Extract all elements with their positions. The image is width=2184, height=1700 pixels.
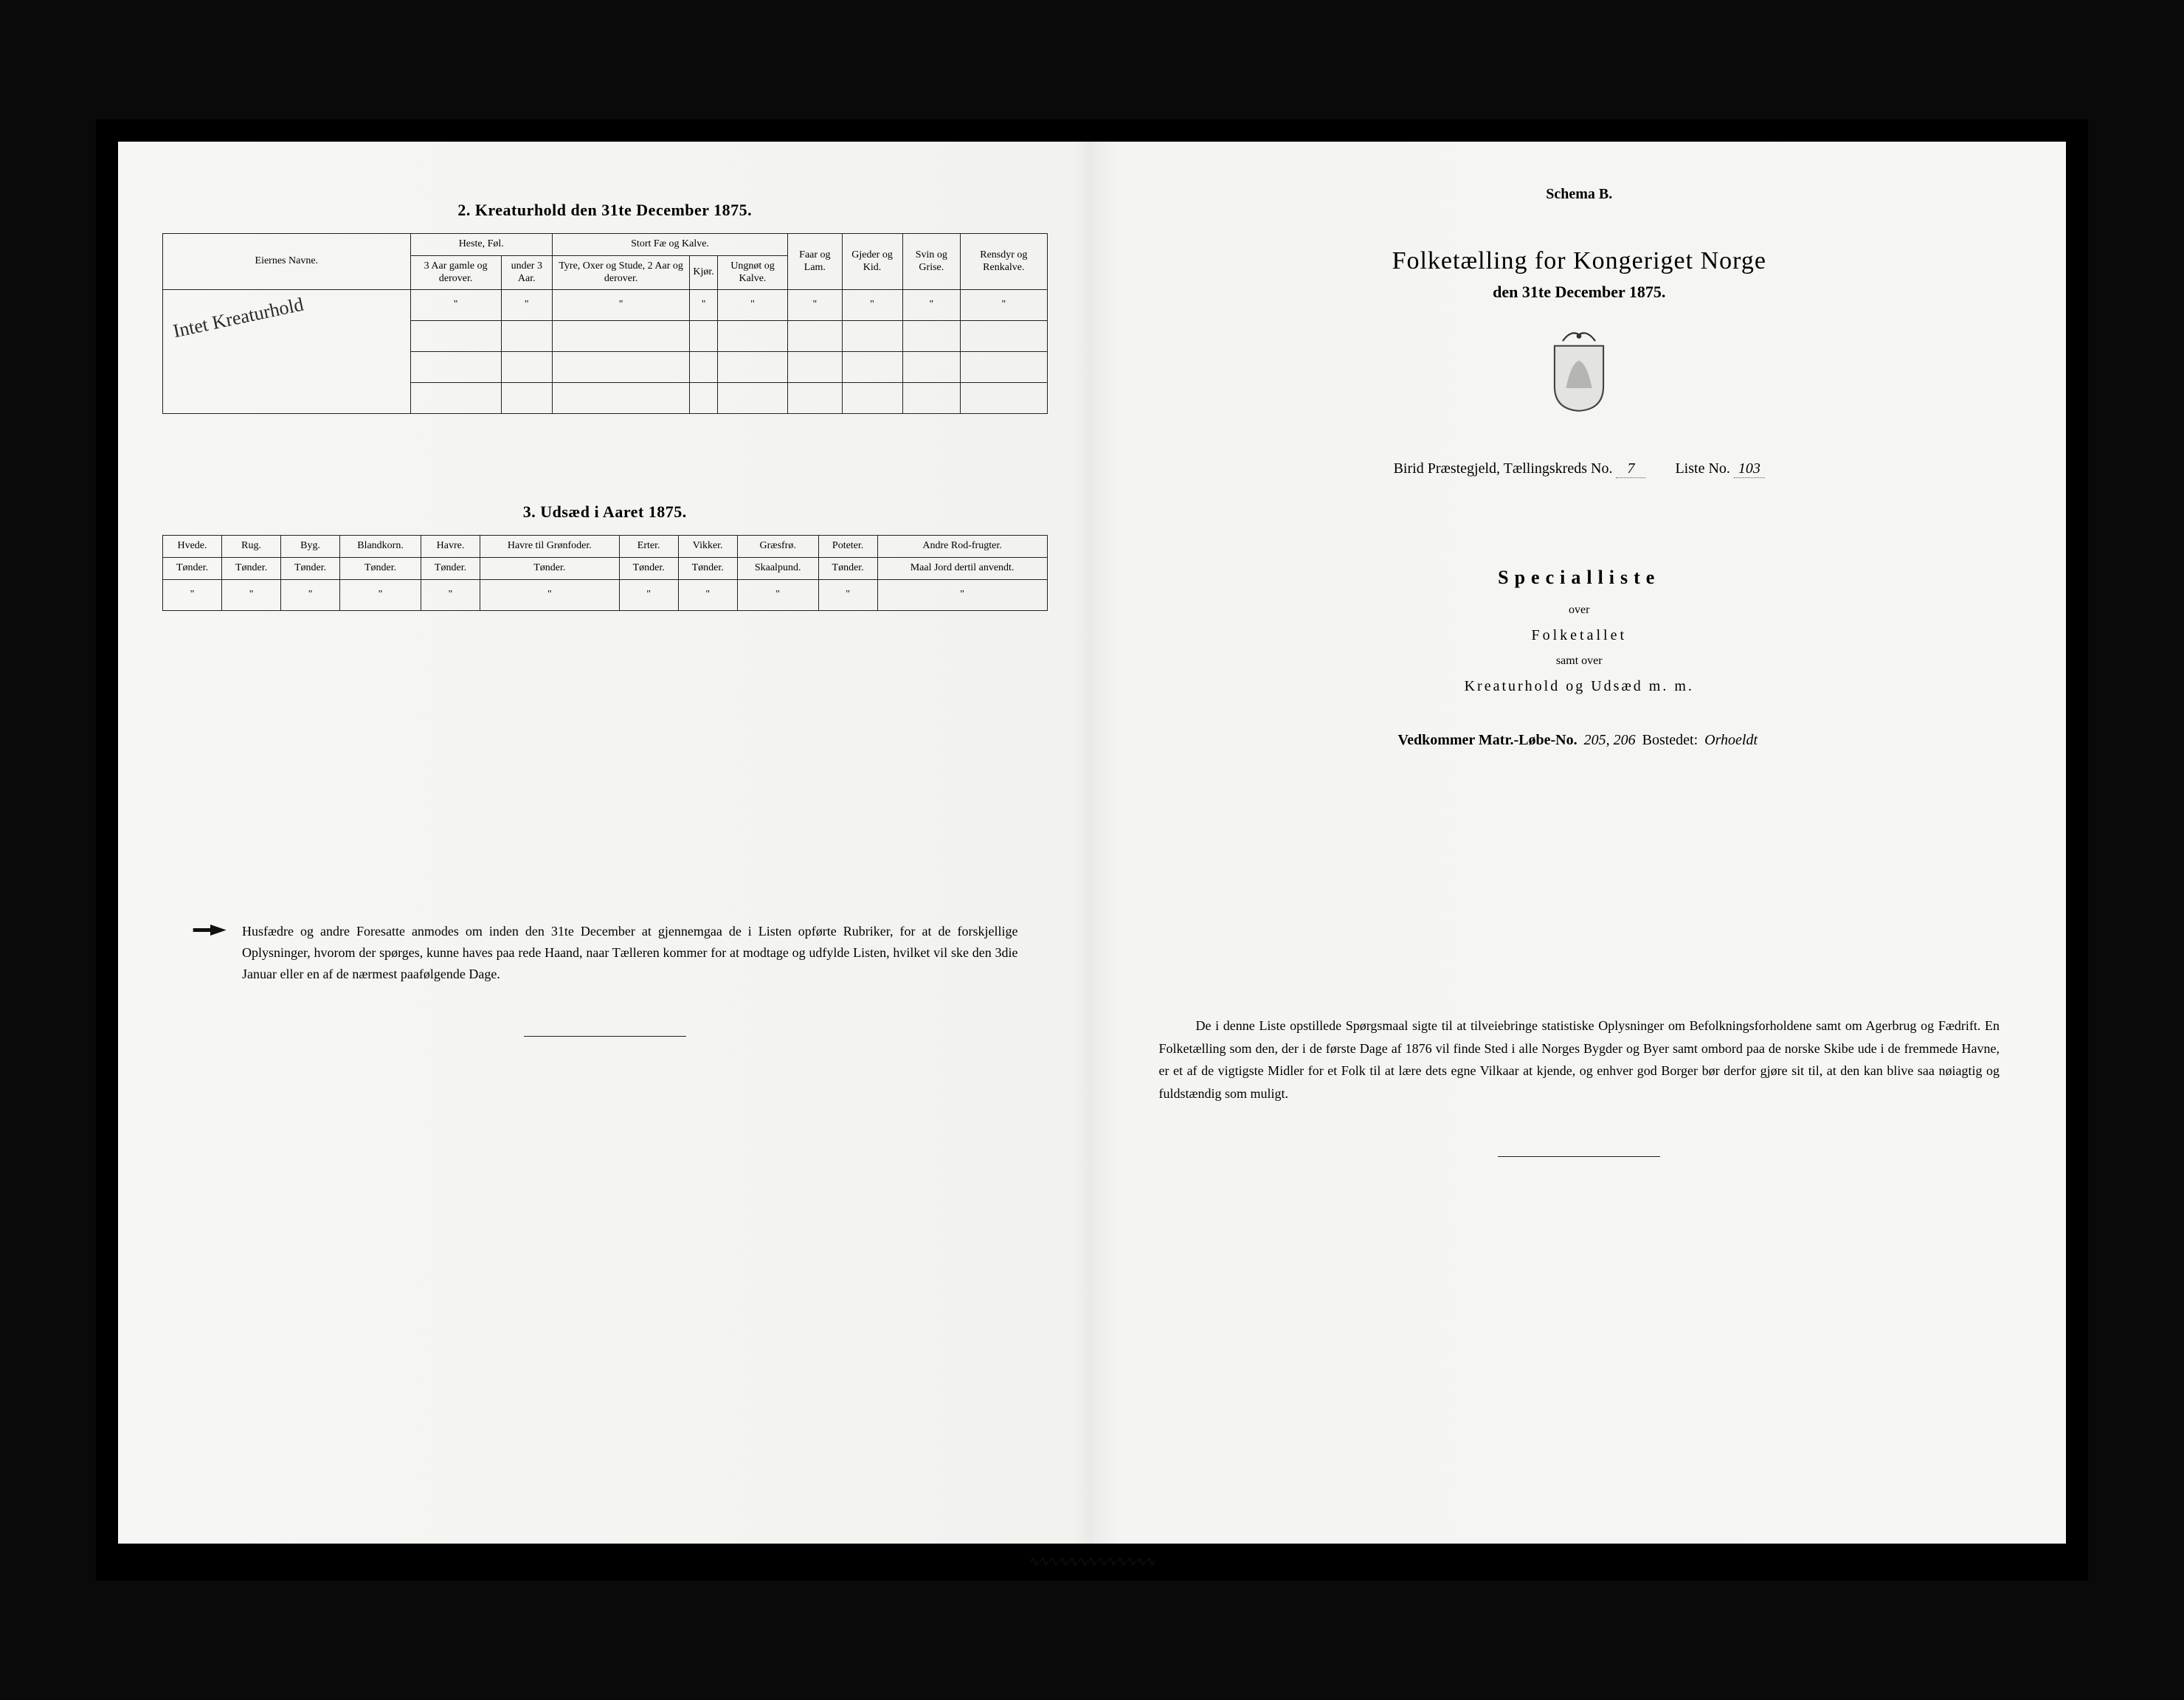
h-havre: Havre. [421,536,480,558]
divider [1498,1156,1660,1157]
section-2-title: 2. Kreaturhold den 31te December 1875. [162,201,1048,220]
h-rod: Andre Rod-frugter. [877,536,1047,558]
meta-line: Birid Præstegjeld, Tællingskreds No. 7 L… [1137,460,2022,478]
binding-mark: ∿∿∿∿∿∿∿∿∿∿∿∿∿ [1029,1554,1155,1569]
sub-heste2: under 3 Aar. [501,255,552,290]
col-faar: Faar og Lam. [788,234,842,290]
over-label: over [1137,604,2022,617]
left-page: 2. Kreaturhold den 31te December 1875. E… [118,142,1093,1544]
vedkommer-line: Vedkommer Matr.-Løbe-No. 205, 206 Bosted… [1137,732,2022,749]
right-footnote-text: De i denne Liste opstillede Spørgsmaal s… [1159,1018,2000,1101]
h-vikker: Vikker. [678,536,737,558]
right-page: Schema B. Folketælling for Kongeriget No… [1093,142,2067,1544]
col-heste: Heste, Føl. [410,234,552,256]
table-row: Intet Kreaturhold """"""""" [163,290,1048,321]
h-rug: Rug. [222,536,281,558]
h-byg: Byg. [281,536,340,558]
col-ren: Rensdyr og Renkalve. [961,234,1047,290]
sub-heste1: 3 Aar gamle og derover. [410,255,501,290]
col-gjeder: Gjeder og Kid. [842,234,902,290]
divider [524,1036,686,1037]
bostedet-value: Orhoeldt [1701,732,1760,748]
specialliste-title: Specialliste [1137,567,2022,589]
liste-number: 103 [1734,460,1765,478]
vedkommer-pre: Vedkommer Matr.-Løbe-No. [1397,732,1577,748]
table-udsaed: Hvede. Rug. Byg. Blandkorn. Havre. Havre… [162,535,1048,611]
footnote-text: Husfædre og andre Foresatte anmodes om i… [242,921,1018,984]
folketallet-label: Folketallet [1137,627,2022,644]
sub-fe3: Ungnøt og Kalve. [717,255,787,290]
table-row: """"""""""" [163,579,1048,610]
sub-fe2: Kjør. [690,255,717,290]
section-3-title: 3. Udsæd i Aaret 1875. [162,502,1048,522]
left-footnote: Husfædre og andre Foresatte anmodes om i… [162,921,1048,984]
h-blandkorn: Blandkorn. [340,536,421,558]
main-title: Folketælling for Kongeriget Norge [1137,247,2022,275]
coat-of-arms-icon [1137,331,2022,416]
sub-title: den 31te December 1875. [1137,283,2022,302]
schema-label: Schema B. [1137,186,2022,203]
col-svin: Svin og Grise. [902,234,961,290]
liste-label: Liste No. [1675,460,1729,477]
kreatur-label: Kreaturhold og Udsæd m. m. [1137,678,2022,695]
h-erter: Erter. [619,536,678,558]
h-hvede: Hvede. [163,536,222,558]
meta-prefix: Birid Præstegjeld, Tællingskreds No. [1394,460,1613,477]
document-spread: 2. Kreaturhold den 31te December 1875. E… [118,142,2066,1544]
scan-frame: 2. Kreaturhold den 31te December 1875. E… [96,120,2088,1580]
handwritten-entry: Intet Kreaturhold [170,286,307,350]
h-havre-gron: Havre til Grønfoder. [480,536,620,558]
samt-label: samt over [1137,654,2022,668]
sub-fe1: Tyre, Oxer og Stude, 2 Aar og derover. [552,255,689,290]
pointing-hand-icon [192,921,229,984]
h-poteter: Poteter. [818,536,877,558]
col-eier: Eiernes Navne. [163,234,411,290]
h-graesfro: Græsfrø. [737,536,818,558]
col-storfe: Stort Fæ og Kalve. [552,234,787,256]
matr-no: 205, 206 [1581,732,1639,748]
kreds-number: 7 [1616,460,1645,478]
bostedet-label: Bostedet: [1642,732,1699,748]
right-footnote: De i denne Liste opstillede Spørgsmaal s… [1137,1015,2022,1105]
table-kreaturhold: Eiernes Navne. Heste, Føl. Stort Fæ og K… [162,233,1048,414]
